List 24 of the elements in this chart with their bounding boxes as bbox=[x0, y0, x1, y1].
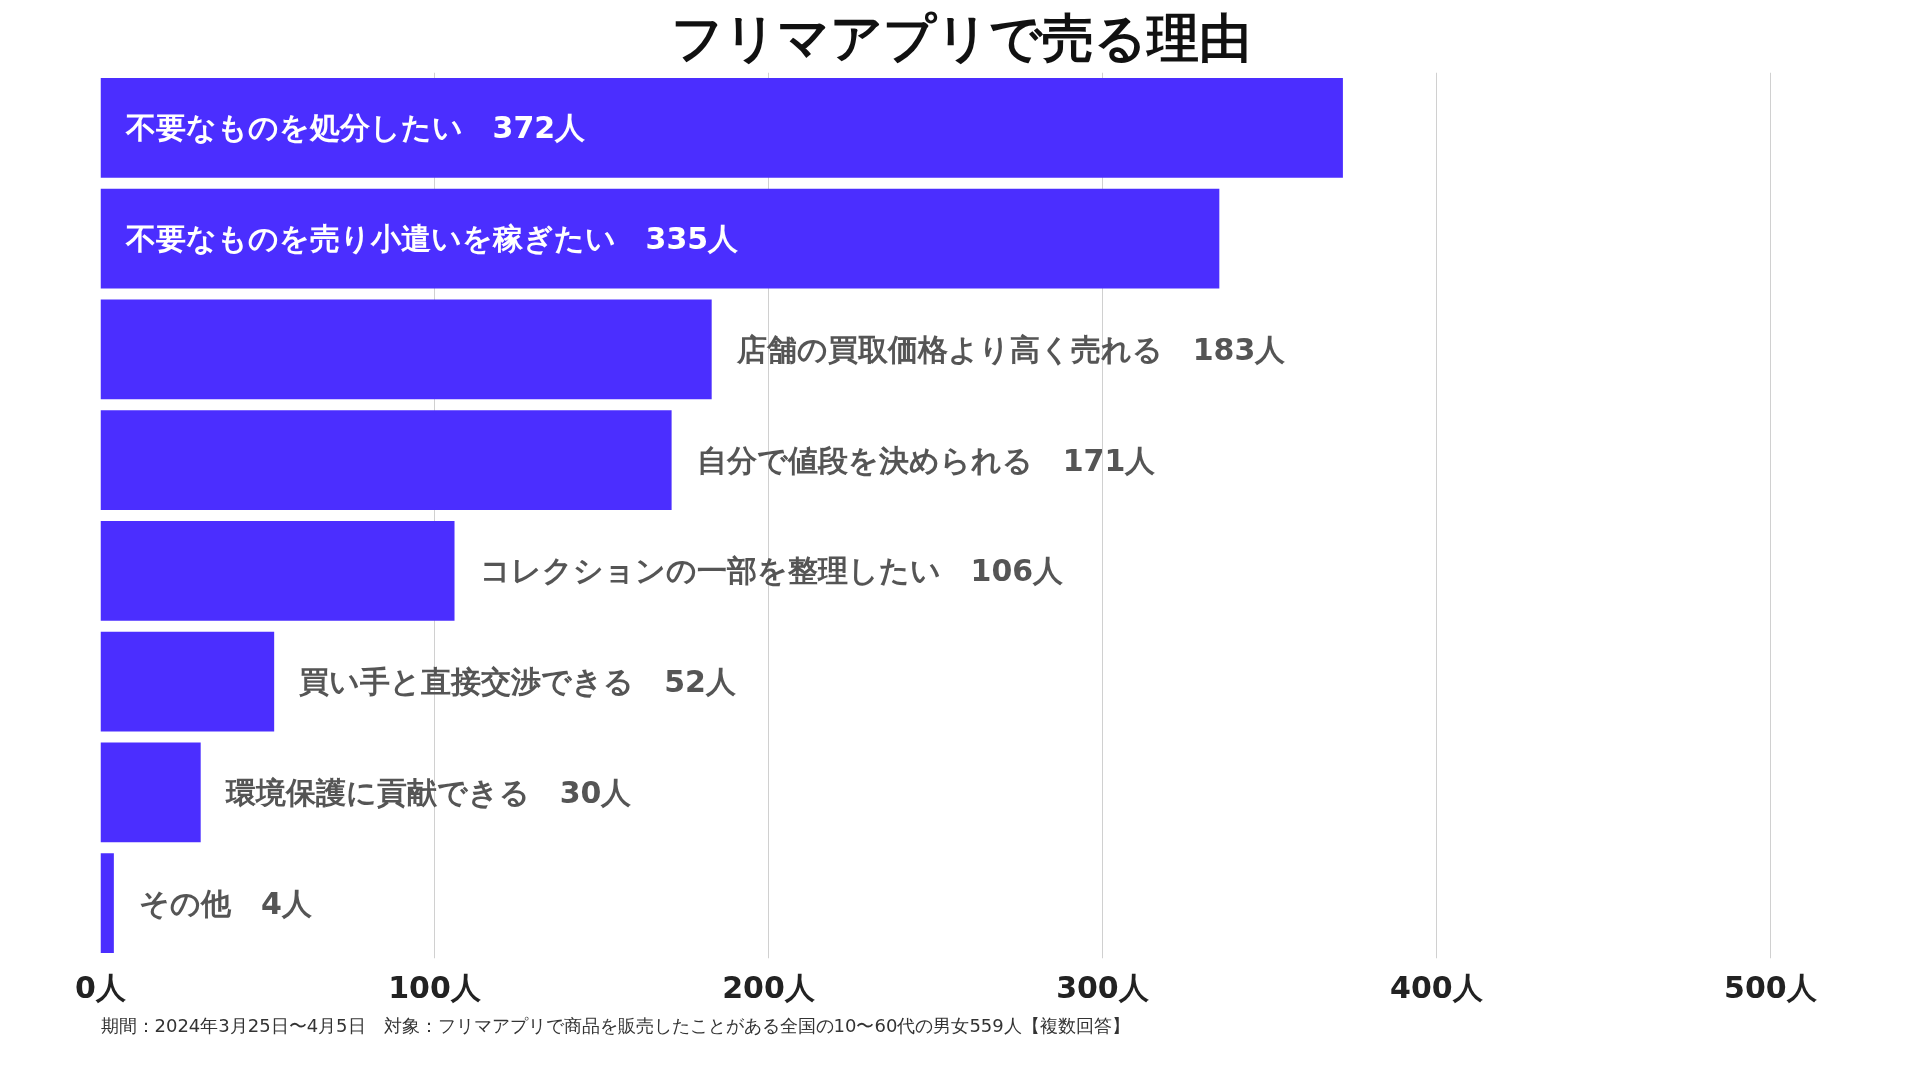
x-tick-label: 500人 bbox=[1724, 969, 1818, 1005]
category-label: 環境保護に貢献できる 30人 bbox=[225, 774, 632, 810]
chart-title: フリマアプリで売る理由 bbox=[670, 7, 1251, 68]
bar bbox=[100, 631, 275, 732]
category-label: コレクションの一部を整理したい 106人 bbox=[479, 553, 1064, 589]
text: 期間：2024年3月25日〜4月5日 対象：フリマアプリで商品を販売したことがある全国の10〜60代の男女559人【複数回答】 bbox=[100, 1014, 1130, 1036]
bar bbox=[100, 742, 201, 843]
x-tick-label: 300人 bbox=[1056, 969, 1150, 1005]
category-label: 自分で値段を決められる 171人 bbox=[696, 442, 1156, 478]
bar bbox=[100, 188, 1220, 289]
bar bbox=[100, 521, 455, 621]
bar bbox=[100, 299, 712, 400]
bar bbox=[100, 410, 672, 510]
x-tick-label: 200人 bbox=[722, 969, 816, 1005]
x-tick-label: 400人 bbox=[1390, 969, 1484, 1005]
category-label: 買い手と直接交渉できる 52人 bbox=[299, 664, 736, 700]
category-label: 店舗の買取価格より高く売れる 183人 bbox=[736, 331, 1286, 367]
bar bbox=[100, 78, 1343, 178]
category-label: 不要なものを売り小遣いを稼ぎたい 335人 bbox=[125, 221, 739, 257]
bar bbox=[100, 853, 114, 953]
category-label: 不要なものを処分したい 372人 bbox=[125, 110, 586, 146]
x-tick-label: 100人 bbox=[388, 969, 482, 1005]
category-label: その他 4人 bbox=[138, 885, 312, 921]
x-tick-label: 0人 bbox=[75, 969, 127, 1005]
